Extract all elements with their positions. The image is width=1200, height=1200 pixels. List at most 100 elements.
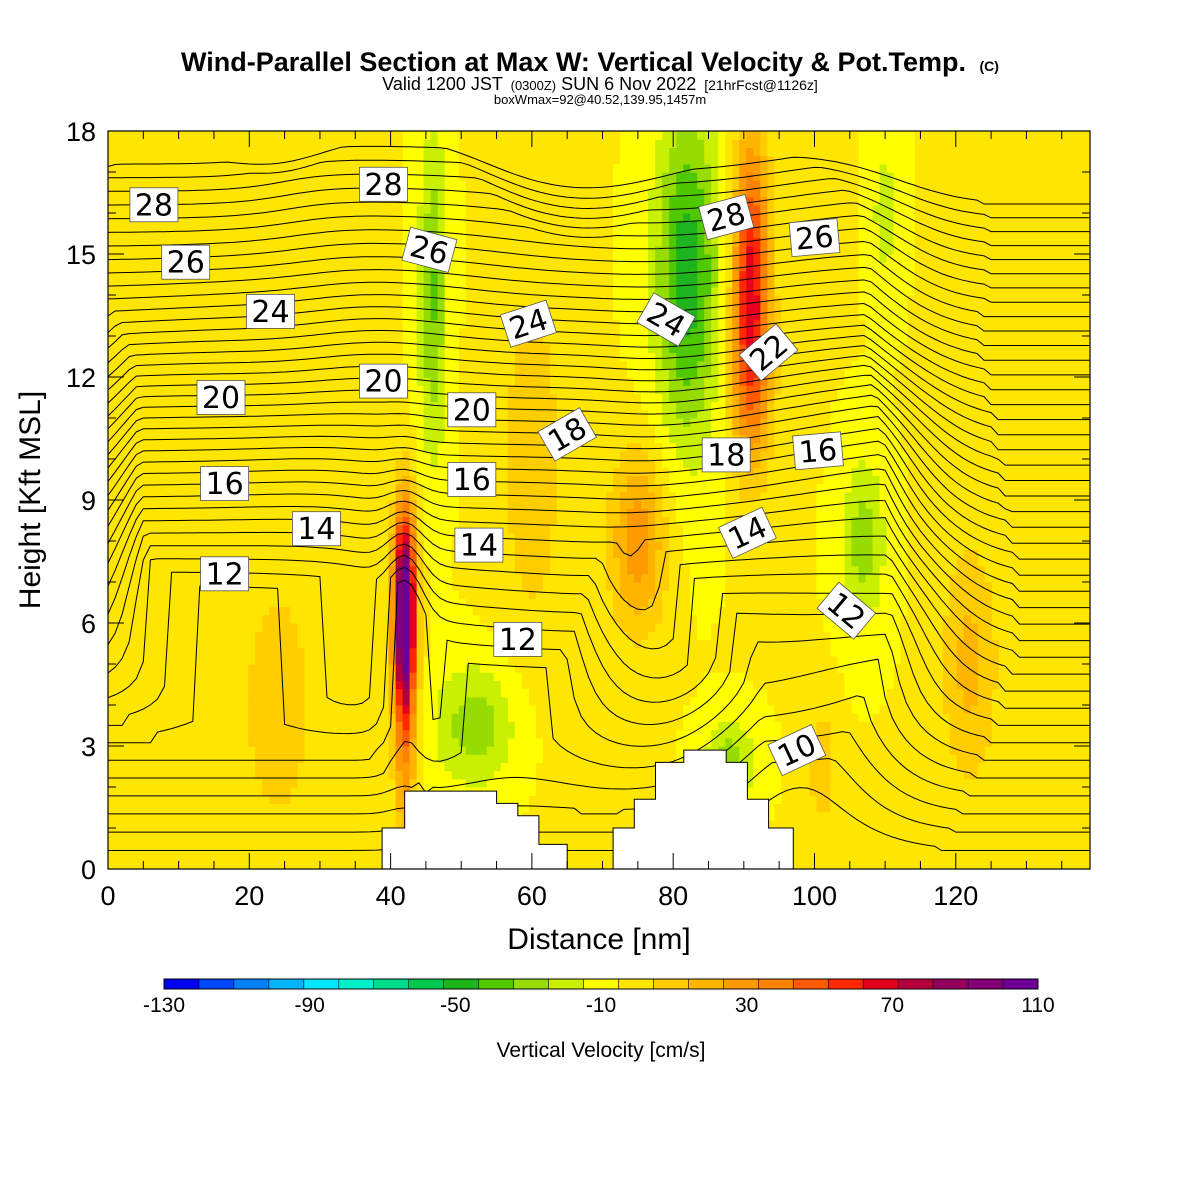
velocity-cell <box>409 655 418 665</box>
velocity-cell <box>725 172 733 181</box>
velocity-cell <box>767 229 775 239</box>
velocity-cell <box>423 442 439 452</box>
velocity-cell <box>627 475 649 485</box>
velocity-cell <box>725 368 733 378</box>
velocity-cell <box>753 245 761 255</box>
velocity-cell <box>402 713 411 722</box>
velocity-cell <box>851 516 874 526</box>
velocity-cell <box>402 204 418 214</box>
velocity-cell <box>409 508 418 517</box>
velocity-cell <box>479 614 614 624</box>
velocity-cell <box>465 319 530 329</box>
isentrope-line <box>108 579 1090 761</box>
y-tick-label: 0 <box>81 855 96 885</box>
velocity-cell <box>248 664 305 673</box>
velocity-cell <box>907 303 1090 312</box>
velocity-cell <box>942 639 958 649</box>
velocity-cell <box>108 532 390 542</box>
velocity-cell <box>753 680 846 690</box>
velocity-cell <box>500 688 530 698</box>
velocity-cell <box>444 344 460 353</box>
velocity-cell <box>388 631 397 640</box>
isentrope-label: 28 <box>359 166 408 203</box>
velocity-cell <box>998 647 1090 657</box>
velocity-cell <box>732 172 740 181</box>
velocity-cell <box>669 204 705 214</box>
velocity-cell <box>402 672 411 681</box>
velocity-cell <box>613 303 649 312</box>
velocity-cell <box>108 352 404 362</box>
velocity-cell <box>423 401 446 411</box>
velocity-cell <box>409 368 418 378</box>
velocity-cell <box>444 303 467 312</box>
velocity-cell <box>718 360 726 370</box>
velocity-cell <box>676 270 698 280</box>
velocity-cell <box>739 336 747 345</box>
colorbar-swatch <box>828 979 864 989</box>
velocity-cell <box>767 311 775 321</box>
velocity-cell <box>620 344 649 353</box>
velocity-cell <box>430 582 453 591</box>
isentrope-label-text: 18 <box>707 438 745 473</box>
velocity-cell <box>465 295 614 304</box>
velocity-cell <box>437 729 453 739</box>
velocity-cell <box>858 459 867 468</box>
velocity-cell <box>262 614 291 624</box>
velocity-cell <box>830 778 1090 788</box>
isentrope-label-box <box>636 292 696 347</box>
velocity-cell <box>648 549 656 558</box>
velocity-cell <box>248 737 305 747</box>
velocity-cell <box>388 672 397 681</box>
velocity-cell <box>620 147 656 157</box>
velocity-cell <box>430 606 474 616</box>
velocity-cell <box>893 680 944 690</box>
velocity-cell <box>760 450 775 460</box>
velocity-cell <box>767 139 860 148</box>
velocity-cell <box>388 655 397 665</box>
velocity-cell <box>655 172 663 181</box>
velocity-cell <box>549 360 628 370</box>
velocity-cell <box>108 770 256 780</box>
velocity-cell <box>683 713 775 722</box>
velocity-cell <box>655 532 670 542</box>
velocity-cell <box>416 680 425 690</box>
velocity-cell <box>620 557 628 567</box>
velocity-cell <box>984 746 1090 755</box>
velocity-cell <box>690 213 705 222</box>
velocity-cell <box>704 155 719 165</box>
velocity-cell <box>844 508 860 517</box>
velocity-cell <box>942 696 965 706</box>
colorbar-tick-label: 110 <box>1021 994 1054 1017</box>
velocity-cell <box>830 803 1090 813</box>
velocity-cell <box>655 459 663 468</box>
velocity-cell <box>648 557 656 567</box>
velocity-cell <box>465 262 614 271</box>
velocity-cell <box>907 450 1090 460</box>
velocity-cell <box>416 286 425 296</box>
velocity-cell <box>844 541 853 550</box>
velocity-cell <box>255 655 305 665</box>
velocity-cell <box>704 237 712 247</box>
velocity-cell <box>430 590 460 599</box>
isentrope-label-box <box>200 556 250 592</box>
velocity-cell <box>108 598 390 608</box>
velocity-cell <box>556 426 656 435</box>
velocity-cell <box>753 770 782 780</box>
velocity-cell <box>416 524 425 534</box>
velocity-cell <box>402 155 425 165</box>
velocity-cell <box>746 254 754 263</box>
velocity-cell <box>991 623 1090 632</box>
velocity-cell <box>662 442 677 452</box>
velocity-cell <box>774 188 860 198</box>
isentrope-label-box <box>717 506 777 559</box>
velocity-cell <box>108 336 404 345</box>
velocity-cell <box>858 303 909 312</box>
velocity-cell <box>746 237 761 247</box>
velocity-cell <box>437 721 453 731</box>
velocity-cell <box>697 278 712 288</box>
velocity-cell <box>423 647 432 657</box>
velocity-cell <box>858 500 867 509</box>
velocity-cell <box>423 516 460 526</box>
velocity-cell <box>767 688 846 698</box>
velocity-cell <box>669 295 677 304</box>
